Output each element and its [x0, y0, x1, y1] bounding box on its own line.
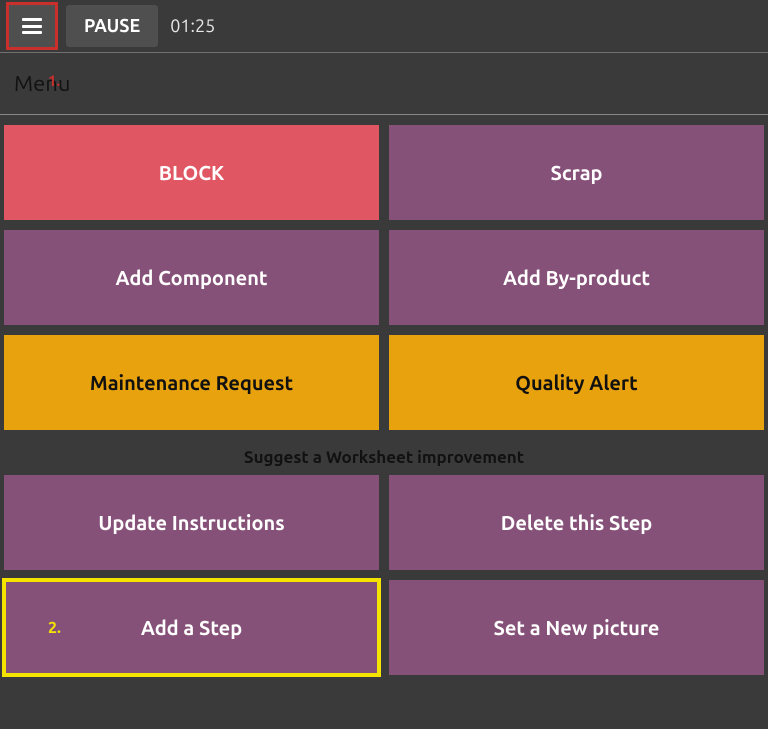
pause-button[interactable]: PAUSE [66, 5, 158, 47]
section-label-suggest: Suggest a Worksheet improvement [0, 430, 768, 475]
menu-band: Menu [0, 52, 768, 115]
primary-tile-grid: BLOCK Scrap Add Component Add By-product… [0, 115, 768, 430]
delete-step-tile[interactable]: Delete this Step [389, 475, 764, 570]
hamburger-icon [22, 18, 42, 34]
block-tile[interactable]: BLOCK [4, 125, 379, 220]
timer-readout: 01:25 [170, 16, 215, 36]
topbar: PAUSE 01:25 [0, 0, 768, 52]
add-step-tile[interactable]: 2. Add a Step [4, 580, 379, 675]
annotation-1: 1. [48, 72, 60, 89]
pause-button-label: PAUSE [84, 16, 140, 36]
scrap-tile[interactable]: Scrap [389, 125, 764, 220]
menu-band-label: Menu [14, 71, 70, 96]
add-byproduct-tile[interactable]: Add By-product [389, 230, 764, 325]
suggest-tile-grid: Update Instructions Delete this Step 2. … [0, 475, 768, 675]
add-component-tile[interactable]: Add Component [4, 230, 379, 325]
update-instructions-tile[interactable]: Update Instructions [4, 475, 379, 570]
quality-alert-tile[interactable]: Quality Alert [389, 335, 764, 430]
menu-button-highlighted [6, 2, 58, 50]
set-new-picture-tile[interactable]: Set a New picture [389, 580, 764, 675]
menu-button[interactable] [9, 5, 55, 47]
maintenance-request-tile[interactable]: Maintenance Request [4, 335, 379, 430]
annotation-2: 2. [48, 619, 61, 637]
